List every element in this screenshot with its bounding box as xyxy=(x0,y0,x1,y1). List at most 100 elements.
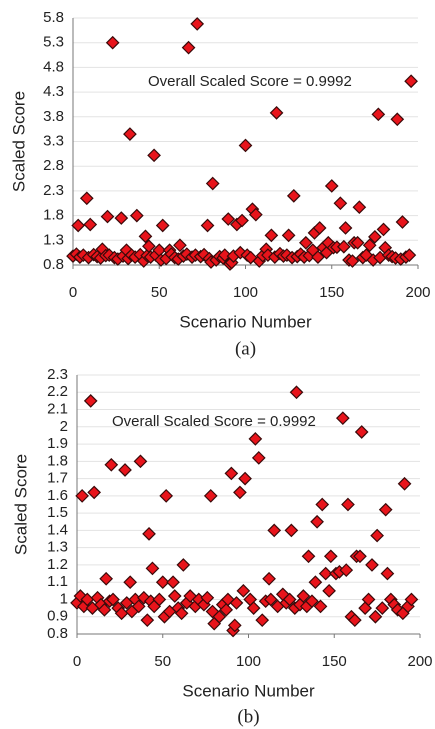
point xyxy=(375,601,390,615)
point xyxy=(145,561,160,576)
point xyxy=(104,457,119,472)
point xyxy=(200,218,215,233)
point xyxy=(404,592,419,607)
y-tick-label: 1 xyxy=(60,590,68,607)
point xyxy=(404,74,418,89)
point xyxy=(238,138,253,153)
point xyxy=(296,589,311,603)
y-tick-label: 2.3 xyxy=(43,182,64,199)
x-tick-label: 150 xyxy=(319,284,344,301)
point xyxy=(123,127,137,141)
point xyxy=(322,583,336,598)
point xyxy=(227,618,242,633)
point xyxy=(352,200,367,215)
point xyxy=(262,571,276,586)
point xyxy=(114,211,129,225)
x-tick-label: 200 xyxy=(407,653,432,670)
y-tick-label: 1.3 xyxy=(43,231,64,248)
point xyxy=(123,575,138,590)
y-tick-label: 1.9 xyxy=(47,435,68,452)
point xyxy=(133,454,148,469)
point xyxy=(235,213,249,228)
point xyxy=(269,105,284,120)
point xyxy=(200,590,215,605)
point xyxy=(219,602,234,617)
point xyxy=(324,179,339,193)
point xyxy=(365,558,379,572)
y-tick-label: 3.3 xyxy=(43,132,64,149)
point xyxy=(301,549,316,564)
annotation: Overall Scaled Score = 0.9992 xyxy=(148,73,352,90)
point xyxy=(313,599,328,614)
point xyxy=(140,613,155,628)
point xyxy=(174,606,189,621)
point xyxy=(397,476,412,491)
point xyxy=(224,466,239,481)
y-tick-label: 1.6 xyxy=(47,487,68,504)
point xyxy=(289,385,304,400)
point xyxy=(395,215,410,229)
point xyxy=(335,411,350,426)
point xyxy=(354,425,369,439)
y-tick-label: 5.8 xyxy=(43,9,64,26)
x-tick-label: 200 xyxy=(405,284,430,301)
point xyxy=(173,238,187,253)
point xyxy=(236,583,251,598)
point xyxy=(181,40,196,55)
point xyxy=(167,589,182,603)
point xyxy=(333,196,348,211)
point xyxy=(380,566,395,581)
point xyxy=(318,566,333,581)
y-tick-label: 1.3 xyxy=(47,539,68,556)
point xyxy=(147,148,161,163)
point xyxy=(376,222,391,237)
point xyxy=(118,463,132,477)
point xyxy=(152,592,167,607)
y-tick-label: 2.1 xyxy=(47,401,68,418)
x-axis-label: Scenario Number xyxy=(182,681,315,700)
point xyxy=(229,596,244,610)
y-tick-label: 3.8 xyxy=(43,108,64,125)
point xyxy=(251,451,266,465)
y-tick-label: 0.9 xyxy=(47,608,68,625)
point xyxy=(83,217,98,232)
point xyxy=(281,228,296,243)
point xyxy=(311,250,325,264)
y-tick-label: 0.8 xyxy=(43,256,64,273)
point xyxy=(217,248,232,262)
point xyxy=(305,594,319,609)
point xyxy=(323,549,338,564)
point xyxy=(390,112,405,127)
y-tick-label: 1.8 xyxy=(47,452,68,469)
y-tick-label: 2.8 xyxy=(43,157,64,174)
point xyxy=(353,549,367,564)
point xyxy=(75,489,89,503)
point xyxy=(368,229,382,244)
point xyxy=(83,394,98,408)
point xyxy=(99,571,114,586)
point xyxy=(159,489,174,503)
point xyxy=(176,558,191,572)
y-axis-label: Scaled Score xyxy=(11,454,30,555)
point xyxy=(378,502,393,517)
y-tick-label: 1.2 xyxy=(47,556,68,573)
x-tick-label: 100 xyxy=(236,653,261,670)
point xyxy=(299,235,313,250)
y-tick-label: 1.4 xyxy=(47,521,68,538)
point xyxy=(155,575,170,590)
point xyxy=(310,514,324,529)
point xyxy=(97,602,112,617)
point xyxy=(347,613,362,628)
point xyxy=(315,497,330,512)
x-tick-label: 50 xyxy=(154,653,171,670)
point xyxy=(336,239,351,254)
x-tick-label: 150 xyxy=(322,653,347,670)
point xyxy=(370,528,384,543)
point xyxy=(263,592,278,607)
point xyxy=(402,248,417,262)
point xyxy=(371,107,386,122)
point xyxy=(71,218,86,233)
caption: (a) xyxy=(235,338,256,359)
point xyxy=(338,221,353,235)
point xyxy=(249,207,263,222)
